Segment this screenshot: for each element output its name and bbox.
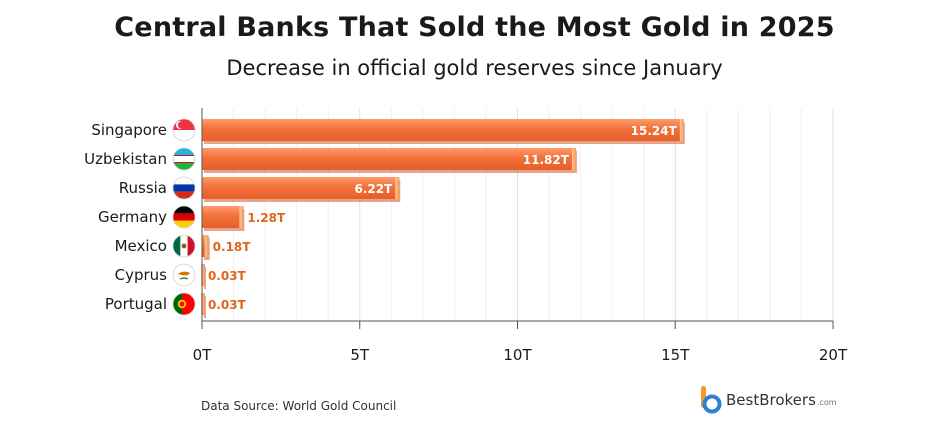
mexico-flag-icon	[172, 234, 196, 258]
category-label: Germany	[98, 208, 167, 226]
bar-russia	[202, 177, 399, 199]
bar-singapore	[202, 119, 683, 141]
x-tick-label: 15T	[661, 346, 690, 364]
bestbrokers-logo-icon	[701, 386, 722, 414]
brand-logo[interactable]: BestBrokers .com	[700, 385, 837, 415]
x-tick-label: 5T	[350, 346, 370, 364]
portugal-flag-icon	[172, 292, 196, 316]
russia-flag-icon	[172, 176, 196, 200]
bar-end-cap	[395, 177, 400, 199]
bar-end-cap	[239, 206, 244, 228]
uzbekistan-flag-icon	[172, 147, 196, 171]
x-tick-label: 10T	[503, 346, 532, 364]
bar-uzbekistan	[202, 148, 575, 170]
bar-value-label: 0.18T	[213, 240, 252, 254]
bar-value-label: 0.03T	[208, 269, 247, 283]
category-label: Portugal	[105, 295, 167, 313]
data-source-note: Data Source: World Gold Council	[201, 399, 397, 413]
category-label: Cyprus	[115, 266, 168, 284]
bar-value-label: 6.22T	[354, 182, 393, 196]
bar-value-label: 15.24T	[631, 124, 678, 138]
bar-end-cap	[201, 264, 205, 286]
brand-name: BestBrokers	[726, 391, 816, 409]
bar-value-label: 0.03T	[208, 298, 247, 312]
category-label: Russia	[119, 179, 167, 197]
bar-germany	[202, 206, 243, 228]
x-tick-label: 20T	[819, 346, 848, 364]
singapore-flag-icon	[172, 118, 196, 142]
brand-domain: .com	[816, 397, 837, 407]
bar-end-cap	[679, 119, 684, 141]
bar-value-label: 11.82T	[523, 153, 570, 167]
bar-end-cap	[204, 235, 209, 257]
chart-title: Central Banks That Sold the Most Gold in…	[114, 12, 835, 43]
category-label: Singapore	[91, 121, 167, 139]
x-tick-label: 0T	[193, 346, 213, 364]
bar-value-label: 1.28T	[247, 211, 286, 225]
bar-end-cap	[571, 148, 576, 170]
cyprus-flag-icon	[172, 263, 196, 287]
bar-end-cap	[201, 293, 205, 315]
category-label: Mexico	[115, 237, 167, 255]
chart-subtitle: Decrease in official gold reserves since…	[226, 56, 723, 80]
category-label: Uzbekistan	[84, 150, 167, 168]
germany-flag-icon	[172, 205, 196, 229]
